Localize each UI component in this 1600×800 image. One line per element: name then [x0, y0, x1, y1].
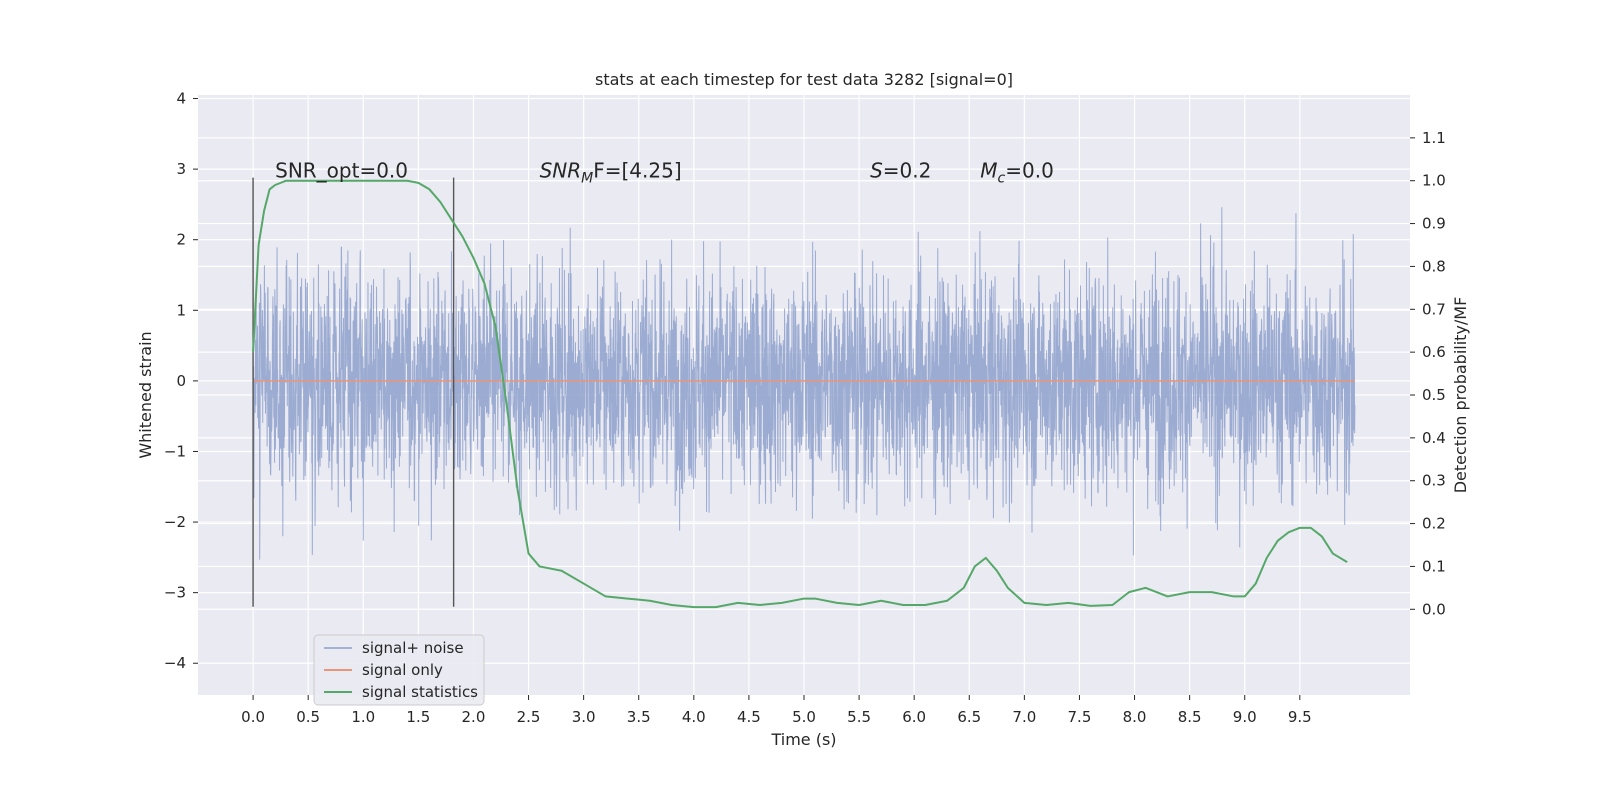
x-tick-label: 0.5 [296, 708, 320, 726]
x-tick-label: 8.5 [1178, 708, 1202, 726]
x-tick-label: 3.5 [627, 708, 651, 726]
y-left-tick-label: 1 [176, 301, 186, 319]
line-signal-statistics [252, 179, 1348, 609]
x-tick-label: 1.0 [351, 708, 375, 726]
x-tick-label: 4.0 [682, 708, 706, 726]
series-signal-statistics [252, 179, 1348, 609]
y-left-tick-label: 0 [176, 372, 186, 390]
x-tick-label: 7.0 [1012, 708, 1036, 726]
legend-label: signal statistics [362, 683, 478, 701]
y-right-tick-label: 0.7 [1422, 300, 1446, 318]
annotation-s: S=0.2 [870, 159, 931, 183]
x-tick-label: 6.0 [902, 708, 926, 726]
y-right-tick-label: 0.8 [1422, 257, 1446, 275]
y-left-tick-label: −1 [164, 442, 186, 460]
x-tick-label: 4.5 [737, 708, 761, 726]
series-signal-noise [252, 207, 1356, 560]
legend-box [313, 634, 485, 706]
annotation-mc: Mc=0.0 [980, 159, 1054, 187]
x-tick-label: 2.5 [517, 708, 541, 726]
y-left-axis-ticks: −4 −3 −2 −1 0 1 2 3 4 [164, 90, 198, 672]
y-left-tick-label: −3 [164, 584, 186, 602]
annotation-snr-mf: SNRMF=[4.25] [540, 159, 682, 187]
x-axis-label: Time (s) [770, 730, 836, 749]
x-tick-label: 2.0 [462, 708, 486, 726]
annotations: SNR_opt=0.0 SNRMF=[4.25] S=0.2 Mc=0.0 [275, 159, 1054, 187]
y-left-tick-label: −4 [164, 654, 186, 672]
legend: signal+ noise signal only signal statistic… [313, 634, 485, 706]
y-right-tick-label: 0.3 [1422, 472, 1446, 490]
y-right-tick-label: 1.0 [1422, 172, 1446, 190]
x-tick-label: 8.0 [1123, 708, 1147, 726]
x-tick-label: 0.0 [241, 708, 265, 726]
y-right-tick-label: 0.1 [1422, 557, 1446, 575]
y-right-tick-label: 1.1 [1422, 129, 1446, 147]
y-right-tick-label: 0.0 [1422, 600, 1446, 618]
x-tick-label: 9.0 [1233, 708, 1257, 726]
x-axis-ticks: 0.0 0.5 1.0 1.5 2.0 2.5 3.0 3.5 4.0 4.5 5.0 5.5 6.0 6… [241, 695, 1312, 726]
x-tick-label: 1.5 [406, 708, 430, 726]
y-right-tick-label: 0.9 [1422, 215, 1446, 233]
chart-title: stats at each timestep for test data 328… [595, 70, 1013, 89]
y-left-tick-label: −2 [164, 513, 186, 531]
x-tick-label: 9.5 [1288, 708, 1312, 726]
y-right-axis-label: Detection probability/MF [1451, 297, 1470, 494]
y-left-tick-label: 4 [176, 90, 186, 108]
y-right-axis-ticks: 0.0 0.1 0.2 0.3 0.4 0.5 0.6 0.7 0.8 0.9 1.0 1.1 [1410, 129, 1446, 618]
annotation-snr-opt: SNR_opt=0.0 [275, 159, 408, 183]
y-left-tick-label: 2 [176, 231, 186, 249]
y-right-tick-label: 0.2 [1422, 515, 1446, 533]
y-right-tick-label: 0.4 [1422, 429, 1446, 447]
legend-label: signal+ noise [362, 639, 464, 657]
x-tick-label: 5.5 [847, 708, 871, 726]
y-left-tick-label: 3 [176, 160, 186, 178]
x-tick-label: 6.5 [957, 708, 981, 726]
x-tick-label: 3.0 [572, 708, 596, 726]
line-signal-noise [252, 207, 1356, 560]
vertical-markers [252, 177, 455, 607]
x-tick-label: 5.0 [792, 708, 816, 726]
y-right-tick-label: 0.6 [1422, 343, 1446, 361]
y-left-axis-label: Whitened strain [136, 331, 155, 458]
x-tick-label: 7.5 [1068, 708, 1092, 726]
legend-label: signal only [362, 661, 443, 679]
y-right-tick-label: 0.5 [1422, 386, 1446, 404]
